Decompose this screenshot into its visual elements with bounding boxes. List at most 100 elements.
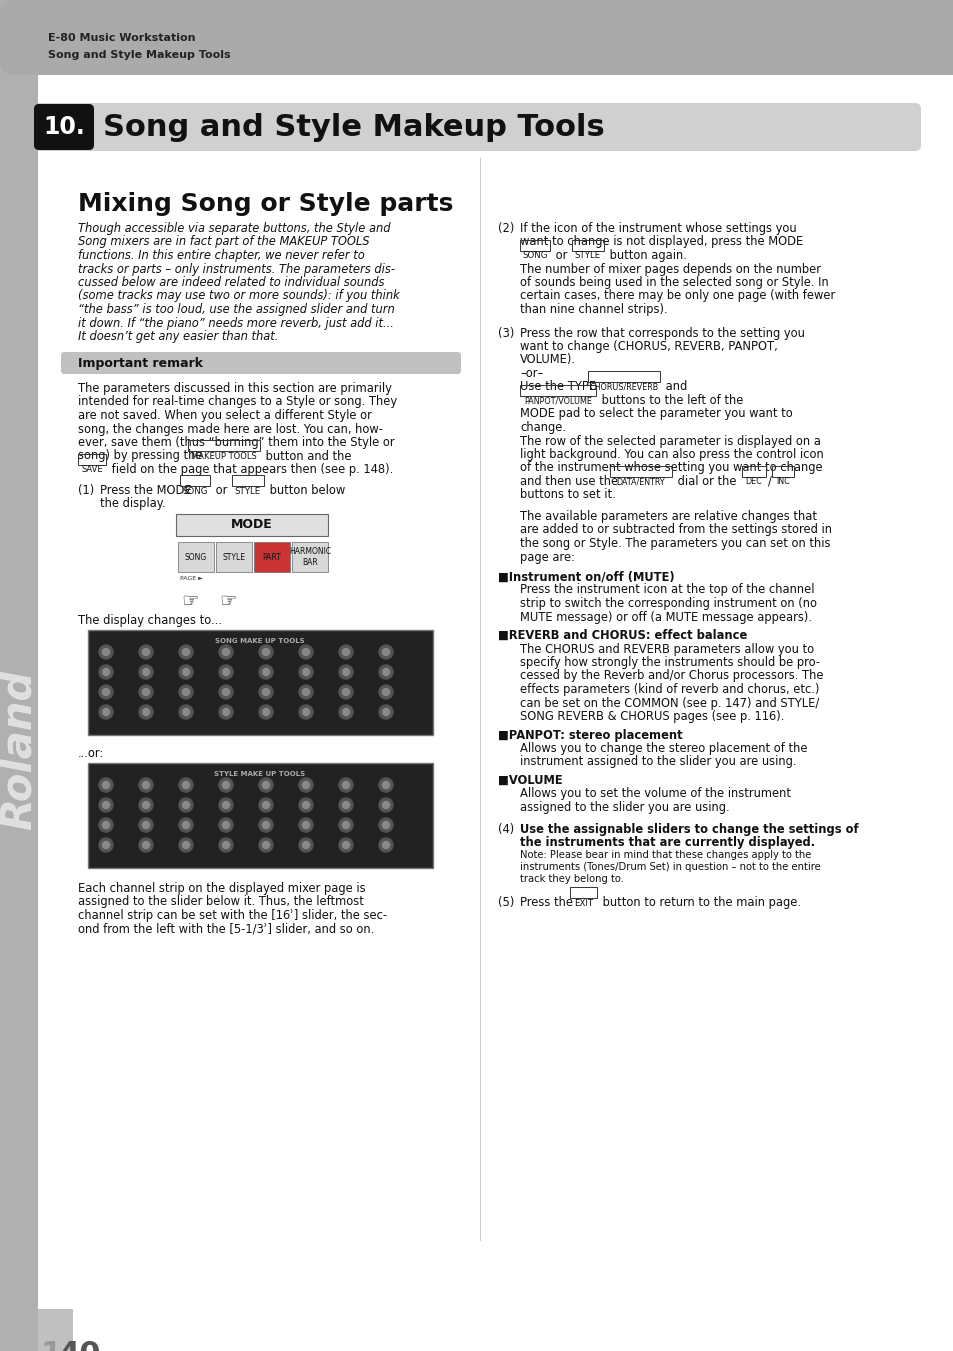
Circle shape [139,838,152,852]
Text: CHORUS/REVERB: CHORUS/REVERB [589,382,658,392]
Circle shape [378,778,393,792]
Circle shape [142,708,150,716]
Circle shape [258,817,273,832]
Bar [519,239,550,250]
Circle shape [99,665,112,680]
Circle shape [219,685,233,698]
Bar [519,385,596,396]
Text: buttons to the left of the: buttons to the left of the [598,394,742,407]
Circle shape [338,838,353,852]
Circle shape [262,842,269,848]
Circle shape [179,665,193,680]
Circle shape [338,778,353,792]
Text: Song and Style Makeup Tools: Song and Style Makeup Tools [48,50,231,59]
Text: STYLE: STYLE [234,486,261,496]
Text: (2): (2) [497,222,514,235]
Circle shape [219,817,233,832]
Text: SONG: SONG [521,251,547,261]
Circle shape [342,648,349,655]
Circle shape [179,644,193,659]
Text: ever, save them (thus “burning” them into the Style or: ever, save them (thus “burning” them int… [78,436,395,449]
Circle shape [342,781,349,789]
Text: Press the row that corresponds to the setting you: Press the row that corresponds to the se… [519,327,804,339]
Text: E-80 Music Workstation: E-80 Music Workstation [48,32,195,43]
Bar [572,239,603,250]
Circle shape [378,644,393,659]
Bar [0,0,953,76]
Text: ☞: ☞ [181,592,198,611]
Text: ■PANPOT: stereo placement: ■PANPOT: stereo placement [497,728,682,742]
Text: 10.: 10. [43,115,85,139]
Circle shape [298,778,313,792]
Text: dial or the: dial or the [673,476,740,488]
Circle shape [102,689,110,696]
Circle shape [102,708,110,716]
Text: 1: 1 [41,1340,62,1351]
Circle shape [302,669,309,676]
Circle shape [222,842,230,848]
Circle shape [338,685,353,698]
Circle shape [338,817,353,832]
Bar [253,542,290,571]
FancyBboxPatch shape [34,104,94,150]
Text: Though accessible via separate buttons, the Style and: Though accessible via separate buttons, … [78,222,390,235]
Text: song, the changes made here are lost. You can, how-: song, the changes made here are lost. Yo… [78,423,382,435]
Circle shape [258,778,273,792]
Text: it down. If “the piano” needs more reverb, just add it...: it down. If “the piano” needs more rever… [78,316,394,330]
Circle shape [139,644,152,659]
Text: Mixing Song or Style parts: Mixing Song or Style parts [78,192,453,216]
Text: the song or Style. The parameters you can set on this: the song or Style. The parameters you ca… [519,536,830,550]
Circle shape [378,798,393,812]
Text: STYLE: STYLE [575,251,600,261]
Text: the instruments that are currently displayed.: the instruments that are currently displ… [519,836,814,848]
Circle shape [302,781,309,789]
Text: The display changes to...: The display changes to... [78,613,222,627]
Circle shape [182,801,190,808]
Circle shape [298,685,313,698]
Text: effects parameters (kind of reverb and chorus, etc.): effects parameters (kind of reverb and c… [519,684,819,696]
Circle shape [382,689,389,696]
Text: MODE: MODE [231,519,273,531]
Circle shape [298,705,313,719]
Text: INC: INC [776,477,789,486]
Circle shape [342,821,349,828]
Text: Allows you to set the volume of the instrument: Allows you to set the volume of the inst… [519,788,790,801]
Text: If the icon of the instrument whose settings you: If the icon of the instrument whose sett… [519,222,796,235]
Text: SAVE: SAVE [81,466,103,474]
Circle shape [179,817,193,832]
Circle shape [302,801,309,808]
Text: want to change is not displayed, press the MODE: want to change is not displayed, press t… [519,235,802,249]
Text: and then use the: and then use the [519,476,621,488]
Circle shape [219,798,233,812]
Text: button below: button below [266,484,345,497]
Text: and: and [661,381,686,393]
Text: HARMONIC
BAR: HARMONIC BAR [289,547,331,566]
Text: than nine channel strips).: than nine channel strips). [519,303,667,316]
Circle shape [102,801,110,808]
Text: ■Instrument on/off (MUTE): ■Instrument on/off (MUTE) [497,570,674,584]
Bar [609,466,671,477]
Text: or: or [552,249,571,262]
Text: are added to or subtracted from the settings stored in: are added to or subtracted from the sett… [519,523,831,536]
Circle shape [262,648,269,655]
Text: PART: PART [262,553,281,562]
Circle shape [102,842,110,848]
Circle shape [219,665,233,680]
Text: buttons to set it.: buttons to set it. [519,489,615,501]
Text: assigned to the slider you are using.: assigned to the slider you are using. [519,801,729,815]
Text: track they belong to.: track they belong to. [519,874,623,885]
Circle shape [142,689,150,696]
Circle shape [182,689,190,696]
Text: instruments (Tones/Drum Set) in question – not to the entire: instruments (Tones/Drum Set) in question… [519,862,820,871]
Circle shape [179,685,193,698]
Circle shape [99,838,112,852]
Text: tracks or parts – only instruments. The parameters dis-: tracks or parts – only instruments. The … [78,262,395,276]
Text: MODE pad to select the parameter you want to: MODE pad to select the parameter you wan… [519,408,792,420]
Circle shape [258,665,273,680]
Circle shape [139,798,152,812]
Text: ☞: ☞ [219,592,236,611]
Circle shape [382,821,389,828]
Text: Press the: Press the [519,896,576,909]
Text: Song and Style Makeup Tools: Song and Style Makeup Tools [103,112,604,142]
Circle shape [102,781,110,789]
